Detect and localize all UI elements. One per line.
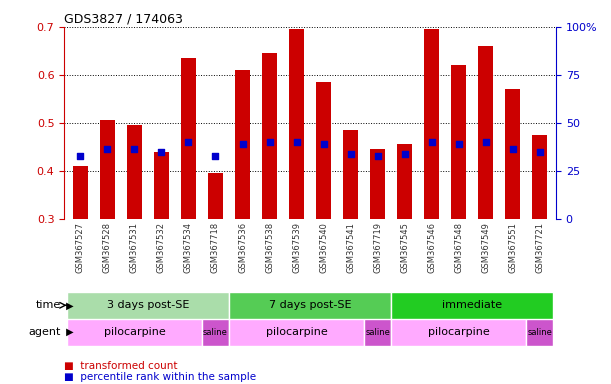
Bar	[364, 319, 391, 346]
Text: ■  transformed count: ■ transformed count	[64, 361, 178, 371]
Point	[103, 146, 112, 152]
Bar	[73, 166, 88, 219]
Point	[373, 153, 382, 160]
Text: 7 days post-SE: 7 days post-SE	[269, 300, 351, 310]
Bar	[505, 89, 520, 219]
Bar	[532, 135, 547, 219]
Point	[508, 146, 518, 152]
Bar	[391, 292, 554, 319]
Point	[156, 149, 166, 155]
Bar	[452, 65, 466, 219]
Bar	[391, 319, 526, 346]
Text: pilocarpine: pilocarpine	[428, 327, 489, 337]
Text: GDS3827 / 174063: GDS3827 / 174063	[64, 13, 183, 26]
Bar	[262, 53, 277, 219]
Text: pilocarpine: pilocarpine	[103, 327, 166, 337]
Bar	[100, 121, 115, 219]
Point	[535, 149, 544, 155]
Text: 3 days post-SE: 3 days post-SE	[107, 300, 189, 310]
Bar	[67, 292, 229, 319]
Point	[346, 151, 356, 157]
Bar	[370, 149, 385, 219]
Text: time: time	[36, 300, 61, 310]
Bar	[316, 82, 331, 219]
Point	[238, 141, 247, 147]
Text: saline: saline	[203, 328, 228, 337]
Bar	[424, 29, 439, 219]
Point	[400, 151, 409, 157]
Text: agent: agent	[29, 327, 61, 337]
Text: ▶: ▶	[63, 300, 73, 310]
Bar	[181, 58, 196, 219]
Bar	[202, 319, 229, 346]
Bar	[397, 144, 412, 219]
Text: saline: saline	[527, 328, 552, 337]
Text: pilocarpine: pilocarpine	[266, 327, 327, 337]
Text: ▶: ▶	[63, 327, 73, 337]
Bar	[235, 70, 250, 219]
Point	[183, 139, 193, 145]
Text: immediate: immediate	[442, 300, 502, 310]
Point	[265, 139, 274, 145]
Bar	[526, 319, 554, 346]
Bar	[127, 125, 142, 219]
Bar	[229, 319, 364, 346]
Bar	[289, 29, 304, 219]
Bar	[208, 173, 223, 219]
Point	[454, 141, 464, 147]
Point	[319, 141, 329, 147]
Bar	[154, 152, 169, 219]
Point	[427, 139, 437, 145]
Point	[481, 139, 491, 145]
Point	[211, 153, 221, 160]
Point	[291, 139, 301, 145]
Point	[76, 153, 86, 160]
Bar	[67, 319, 202, 346]
Text: saline: saline	[365, 328, 390, 337]
Bar	[478, 46, 493, 219]
Bar	[229, 292, 391, 319]
Text: ■  percentile rank within the sample: ■ percentile rank within the sample	[64, 372, 256, 382]
Bar	[343, 130, 358, 219]
Point	[130, 146, 139, 152]
